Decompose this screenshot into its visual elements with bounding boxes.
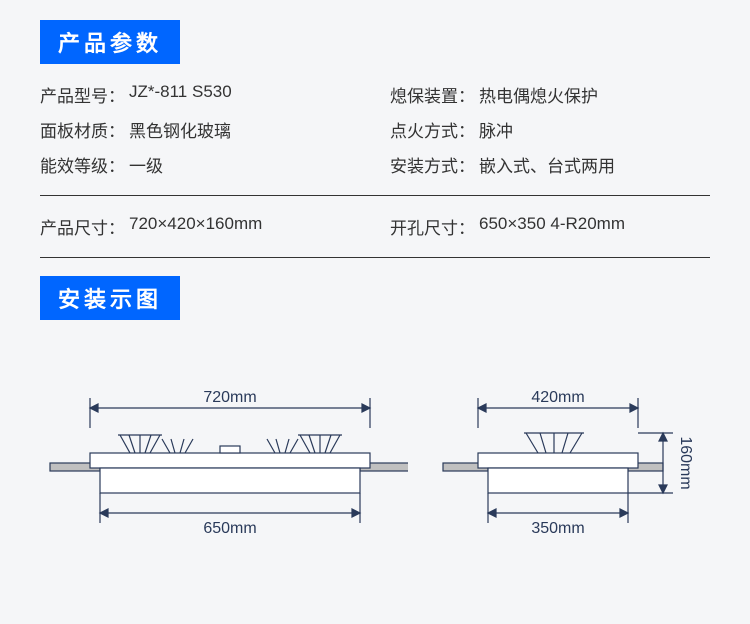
spec-value: 黑色钢化玻璃	[129, 117, 231, 142]
spec-label: 熄保装置：	[390, 82, 475, 107]
spec-value: 一级	[129, 152, 163, 177]
dim-label: 开孔尺寸：	[390, 214, 475, 239]
spec-label: 安装方式：	[390, 152, 475, 177]
front-bottom-dim: 650mm	[203, 520, 256, 537]
side-top-dim: 420mm	[532, 389, 585, 406]
spec-section-title: 产品参数	[40, 20, 180, 64]
spec-label: 能效等级：	[40, 152, 125, 177]
front-top-dim: 720mm	[203, 389, 256, 406]
divider	[40, 195, 710, 196]
spec-install: 安装方式： 嵌入式、台式两用	[390, 152, 710, 177]
dim-cutout: 开孔尺寸： 650×350 4-R20mm	[390, 214, 710, 239]
side-bottom-dim: 350mm	[532, 520, 585, 537]
divider	[40, 257, 710, 258]
spec-efficiency: 能效等级： 一级	[40, 152, 360, 177]
spec-label: 产品型号：	[40, 82, 125, 107]
spec-ignition: 点火方式： 脉冲	[390, 117, 710, 142]
side-height-dim: 160mm	[677, 436, 694, 489]
spec-grid: 产品型号： JZ*-811 S530 熄保装置： 热电偶熄火保护 面板材质： 黑…	[40, 82, 710, 177]
front-view-diagram: 720mm	[40, 368, 408, 548]
dim-product: 产品尺寸： 720×420×160mm	[40, 214, 360, 239]
spec-value: 嵌入式、台式两用	[479, 152, 615, 177]
dim-value: 650×350 4-R20mm	[479, 214, 625, 239]
spec-value: 热电偶熄火保护	[479, 82, 598, 107]
dim-label: 产品尺寸：	[40, 214, 125, 239]
dim-value: 720×420×160mm	[129, 214, 262, 239]
diagram-container: 720mm	[40, 368, 710, 548]
spec-label: 点火方式：	[390, 117, 475, 142]
spec-protection: 熄保装置： 热电偶熄火保护	[390, 82, 710, 107]
install-section-title: 安装示图	[40, 276, 180, 320]
spec-value: JZ*-811 S530	[129, 82, 232, 107]
spec-panel: 面板材质： 黑色钢化玻璃	[40, 117, 360, 142]
spec-model: 产品型号： JZ*-811 S530	[40, 82, 360, 107]
spec-label: 面板材质：	[40, 117, 125, 142]
side-view-diagram: 420mm 160mm	[438, 368, 710, 548]
dimension-grid: 产品尺寸： 720×420×160mm 开孔尺寸： 650×350 4-R20m…	[40, 214, 710, 239]
spec-value: 脉冲	[479, 117, 513, 142]
